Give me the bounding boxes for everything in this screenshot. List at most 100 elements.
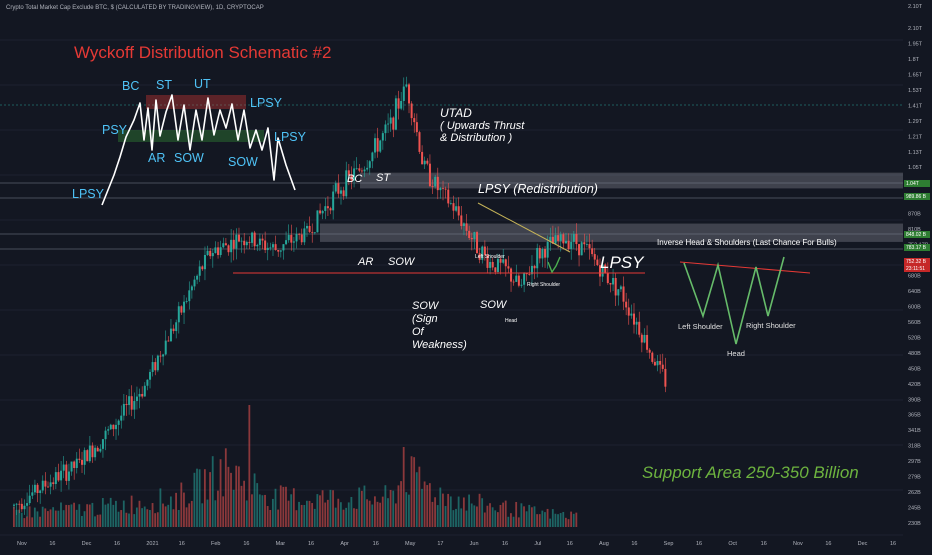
candle-body xyxy=(141,393,144,397)
volume-bar xyxy=(436,505,439,527)
candle-body xyxy=(530,265,533,275)
volume-bar xyxy=(271,498,274,527)
candle-body xyxy=(368,161,371,168)
volume-bar xyxy=(538,514,541,527)
candle-body xyxy=(251,232,254,243)
candle-body xyxy=(452,203,455,211)
candle-body xyxy=(528,274,531,275)
candle-body xyxy=(143,385,146,397)
candle-body xyxy=(572,233,575,242)
candle-body xyxy=(321,210,324,214)
volume-bar xyxy=(146,509,149,527)
y-tick-label: 640B xyxy=(908,289,921,295)
candle-body xyxy=(604,264,607,274)
candle-body xyxy=(612,277,615,285)
candle-body xyxy=(305,225,308,229)
y-tick-label: 245B xyxy=(908,506,921,512)
volume-bar xyxy=(65,504,68,527)
candle-body xyxy=(146,379,149,386)
candle-body xyxy=(609,283,612,285)
candle-body xyxy=(515,275,518,282)
volume-bar xyxy=(413,457,416,527)
candle-body xyxy=(334,183,337,192)
volume-bar xyxy=(332,490,334,527)
volume-bar xyxy=(209,472,211,527)
volume-bar xyxy=(528,504,531,527)
candle-body xyxy=(258,238,261,245)
volume-bar xyxy=(489,503,491,527)
volume-bar xyxy=(342,509,345,527)
candle-body xyxy=(387,123,390,125)
volume-bar xyxy=(567,519,570,527)
volume-bar xyxy=(554,513,557,527)
candle-body xyxy=(99,448,102,452)
candle-body xyxy=(643,334,646,343)
volume-bar xyxy=(455,508,457,527)
candle-body xyxy=(65,464,68,481)
volume-bar xyxy=(546,508,549,527)
sow-weakness-label: (Sign xyxy=(412,313,438,325)
candle-body xyxy=(209,250,212,257)
volume-bar xyxy=(261,495,264,527)
candle-body xyxy=(271,244,274,248)
candle-body xyxy=(20,503,23,510)
volume-bar xyxy=(235,465,238,527)
volume-bar xyxy=(154,513,157,527)
volume-bar xyxy=(298,501,300,527)
x-tick-label: Apr xyxy=(340,541,349,547)
candle-body xyxy=(656,360,659,366)
schematic-label: LPSY xyxy=(274,130,307,144)
x-tick-label: Dec xyxy=(858,541,868,547)
y-tick-label: 341B xyxy=(908,428,921,434)
x-tick-label: 2021 xyxy=(146,541,158,547)
volume-bar xyxy=(219,459,222,527)
candle-body xyxy=(33,484,36,493)
candle-body xyxy=(462,223,465,227)
candle-body xyxy=(31,492,34,496)
y-tick-label: 1.29T xyxy=(908,119,923,125)
volume-bar xyxy=(525,511,528,527)
volume-bar xyxy=(408,494,410,527)
volume-bar xyxy=(478,493,481,527)
candle-body xyxy=(292,241,295,243)
volume-bar xyxy=(512,516,515,527)
volume-bar xyxy=(99,514,102,527)
volume-bar xyxy=(319,495,321,527)
volume-bar xyxy=(122,500,125,527)
volume-bar xyxy=(13,506,15,527)
y-tick-label: 230B xyxy=(908,521,921,527)
volume-bar xyxy=(190,500,193,527)
volume-bar xyxy=(28,506,31,527)
trend-lines xyxy=(233,202,645,274)
candle-body xyxy=(211,253,214,257)
candle-body xyxy=(340,190,342,194)
price-tag-label: 23:11:51 xyxy=(906,266,925,272)
candle-body xyxy=(177,306,180,323)
candle-body xyxy=(248,241,251,243)
volume-bar xyxy=(211,456,214,527)
volume-bar xyxy=(26,516,28,527)
y-tick-label: 1.13T xyxy=(908,150,923,156)
candle-body xyxy=(253,232,256,247)
volume-bar xyxy=(107,503,109,527)
candle-body xyxy=(630,313,633,316)
volume-bar xyxy=(112,504,115,527)
candle-body xyxy=(232,239,235,249)
volume-bars xyxy=(13,405,578,527)
support-label: Support Area 250-350 Billion xyxy=(642,463,859,482)
volume-bar xyxy=(203,469,206,527)
volume-bar xyxy=(217,490,219,527)
volume-bar xyxy=(125,512,128,527)
candle-body xyxy=(591,248,594,255)
y-tick-label: 810B xyxy=(908,227,921,233)
candle-body xyxy=(164,340,167,355)
candle-body xyxy=(185,301,188,302)
sow-label: SOW xyxy=(388,256,416,268)
volume-bar xyxy=(405,492,408,527)
y-tick-label: 1.8T xyxy=(908,57,920,63)
candle-body xyxy=(439,187,442,191)
volume-bar xyxy=(415,472,418,527)
candle-body xyxy=(156,355,159,371)
volume-bar xyxy=(562,511,565,527)
volume-bar xyxy=(227,466,230,527)
